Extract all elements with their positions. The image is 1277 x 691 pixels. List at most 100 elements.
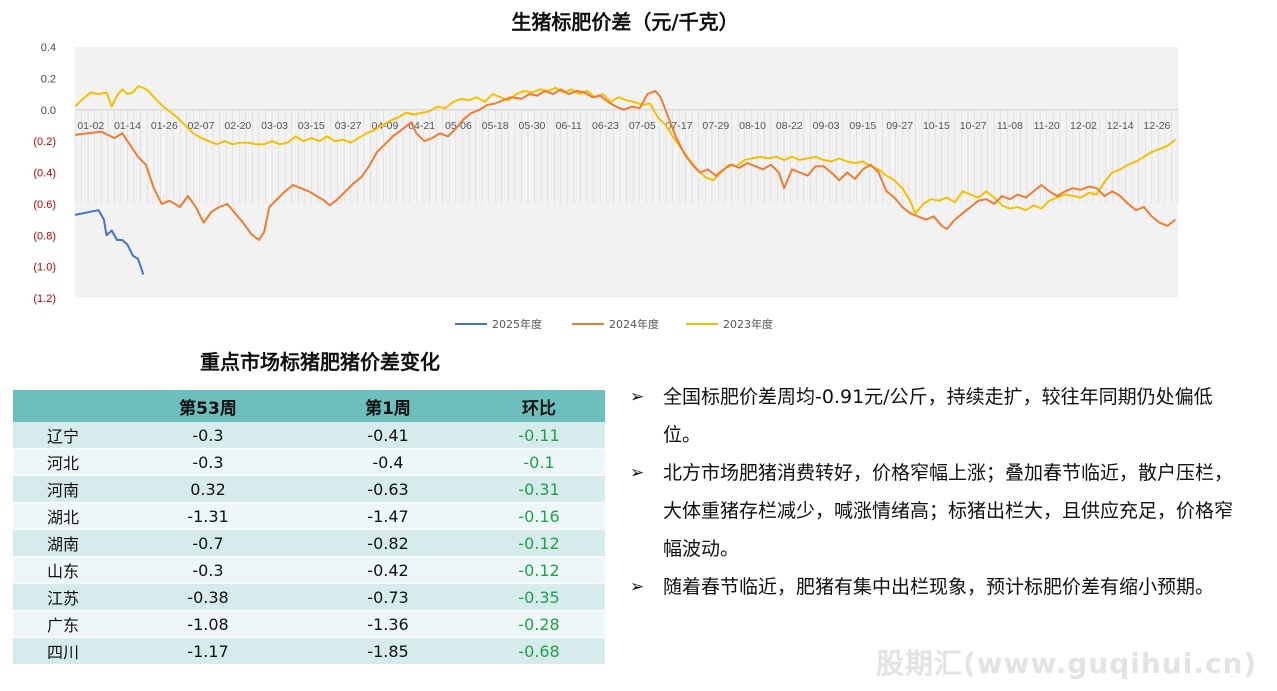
- y-tick-label: (0.2): [33, 136, 56, 148]
- x-tick-label: 06-11: [556, 120, 582, 132]
- line-chart: 0.4 0.2 0.0 (0.2) (0.4) (0.6) (0.8) (1.0) (1.2) 0…: [33, 42, 1179, 331]
- y-tick-label: (1.2): [33, 293, 56, 305]
- table-row: 湖南 -0.7 -0.82 -0.12: [13, 529, 605, 557]
- week53-cell: -0.38: [113, 583, 303, 611]
- province-cell: 河南: [13, 475, 113, 503]
- table-row: 河北 -0.3 -0.4 -0.1: [13, 448, 605, 476]
- x-tick-label: 12-14: [1107, 120, 1134, 132]
- change-cell: -0.12: [473, 529, 605, 557]
- province-cell: 湖北: [13, 502, 113, 530]
- chart-title: 生猪标肥价差（元/千克）: [511, 10, 739, 34]
- province-cell: 广东: [13, 610, 113, 638]
- header-change: 环比: [473, 390, 605, 422]
- table-header-row: 第53周 第1周 环比: [13, 390, 605, 422]
- change-cell: -0.35: [473, 583, 605, 611]
- x-tick-label: 05-18: [482, 120, 509, 132]
- x-tick-label: 09-15: [849, 120, 876, 132]
- x-tick-label: 02-20: [224, 120, 251, 132]
- arrow-bullet-icon: ➢: [630, 387, 645, 407]
- change-cell: -0.31: [473, 475, 605, 503]
- x-tick-label: 01-02: [77, 120, 104, 132]
- week53-cell: -0.3: [113, 448, 303, 476]
- x-tick-label: 03-27: [335, 120, 362, 132]
- header-week1: 第1周: [303, 390, 473, 422]
- table-row: 广东 -1.08 -1.36 -0.28: [13, 610, 605, 638]
- week1-cell: -0.82: [303, 529, 473, 557]
- week53-cell: 0.32: [113, 475, 303, 503]
- province-cell: 河北: [13, 448, 113, 476]
- y-tick-label: 0.4: [41, 42, 56, 54]
- x-tick-label: 01-14: [114, 120, 141, 132]
- week1-cell: -0.73: [303, 583, 473, 611]
- x-tick-label: 03-03: [261, 120, 288, 132]
- week1-cell: -0.41: [303, 422, 473, 449]
- watermark: 股期汇(www.guqihui.cn): [876, 647, 1258, 680]
- table-row: 山东 -0.3 -0.42 -0.12: [13, 556, 605, 584]
- table-row: 湖北 -1.31 -1.47 -0.16: [13, 502, 605, 530]
- x-tick-label: 07-29: [702, 120, 729, 132]
- province-cell: 四川: [13, 637, 113, 665]
- header-province: [13, 390, 113, 422]
- header-week53: 第53周: [113, 390, 303, 422]
- bullet-text: 随着春节临近，肥猪有集中出栏现象，预计标肥价差有缩小预期。: [663, 576, 1215, 598]
- legend-label: 2024年度: [609, 317, 659, 331]
- price-spread-table: 第53周 第1周 环比 辽宁 -0.3 -0.41 -0.11 河北 -0.3 -0.4 -0…: [13, 390, 605, 665]
- province-cell: 江苏: [13, 583, 113, 611]
- x-tick-label: 03-15: [298, 120, 325, 132]
- table-row: 江苏 -0.38 -0.73 -0.35: [13, 583, 605, 611]
- bullet-text: 北方市场肥猪消费转好，价格窄幅上涨；叠加春节临近，散户压栏，大体重猪存栏减少，喊…: [663, 462, 1234, 560]
- week53-cell: -0.3: [113, 422, 303, 449]
- x-tick-label: 08-10: [739, 120, 766, 132]
- week1-cell: -1.36: [303, 610, 473, 638]
- table-row: 四川 -1.17 -1.85 -0.68: [13, 637, 605, 665]
- x-tick-label: 10-27: [960, 120, 987, 132]
- arrow-bullet-icon: ➢: [630, 463, 645, 483]
- province-cell: 辽宁: [13, 422, 113, 449]
- x-tick-label: 05-30: [519, 120, 546, 132]
- legend-label: 2023年度: [723, 317, 773, 331]
- x-tick-label: 10-15: [923, 120, 950, 132]
- y-tick-label: (0.6): [33, 199, 56, 211]
- series-line-0: [74, 209, 145, 275]
- week1-cell: -0.63: [303, 475, 473, 503]
- x-tick-label: 07-05: [629, 120, 656, 132]
- bullet-text: 全国标肥价差周均-0.91元/公斤，持续走扩，较往年同期仍处偏低位。: [663, 386, 1213, 446]
- x-tick-label: 09-27: [886, 120, 913, 132]
- y-tick-label: 0.2: [41, 73, 56, 85]
- week1-cell: -1.85: [303, 637, 473, 665]
- x-tick-label: 02-07: [188, 120, 215, 132]
- x-tick-label: 09-03: [813, 120, 840, 132]
- change-cell: -0.1: [473, 448, 605, 476]
- series-line-1: [74, 88, 1177, 241]
- week53-cell: -0.7: [113, 529, 303, 557]
- analysis-bullets: ➢ 全国标肥价差周均-0.91元/公斤，持续走扩，较往年同期仍处偏低位。 ➢ 北方市…: [630, 378, 1250, 606]
- series-line-2: [74, 85, 1177, 215]
- x-tick-label: 06-23: [592, 120, 619, 132]
- table-body: 辽宁 -0.3 -0.41 -0.11 河北 -0.3 -0.4 -0.1 河南 0.32 -0.6…: [13, 422, 605, 665]
- week1-cell: -1.47: [303, 502, 473, 530]
- x-tick-label: 11-08: [997, 120, 1023, 132]
- week53-cell: -1.08: [113, 610, 303, 638]
- week53-cell: -1.17: [113, 637, 303, 665]
- change-cell: -0.16: [473, 502, 605, 530]
- arrow-bullet-icon: ➢: [630, 577, 645, 597]
- table-row: 辽宁 -0.3 -0.41 -0.11: [13, 422, 605, 449]
- table-row: 河南 0.32 -0.63 -0.31: [13, 475, 605, 503]
- week1-cell: -0.42: [303, 556, 473, 584]
- change-cell: -0.68: [473, 637, 605, 665]
- x-tick-label: 11-20: [1034, 120, 1060, 132]
- change-cell: -0.28: [473, 610, 605, 638]
- bullet-item: ➢ 北方市场肥猪消费转好，价格窄幅上涨；叠加春节临近，散户压栏，大体重猪存栏减少，…: [630, 454, 1250, 568]
- legend-label: 2025年度: [492, 317, 542, 331]
- province-cell: 山东: [13, 556, 113, 584]
- y-tick-label: 0.0: [41, 105, 56, 117]
- x-tick-label: 12-26: [1144, 120, 1171, 132]
- week53-cell: -0.3: [113, 556, 303, 584]
- province-cell: 湖南: [13, 529, 113, 557]
- y-tick-label: (1.0): [33, 262, 56, 274]
- bullet-item: ➢ 全国标肥价差周均-0.91元/公斤，持续走扩，较往年同期仍处偏低位。: [630, 378, 1250, 454]
- y-tick-label: (0.4): [33, 168, 56, 180]
- week1-cell: -0.4: [303, 448, 473, 476]
- y-tick-label: (0.8): [33, 230, 56, 242]
- week53-cell: -1.31: [113, 502, 303, 530]
